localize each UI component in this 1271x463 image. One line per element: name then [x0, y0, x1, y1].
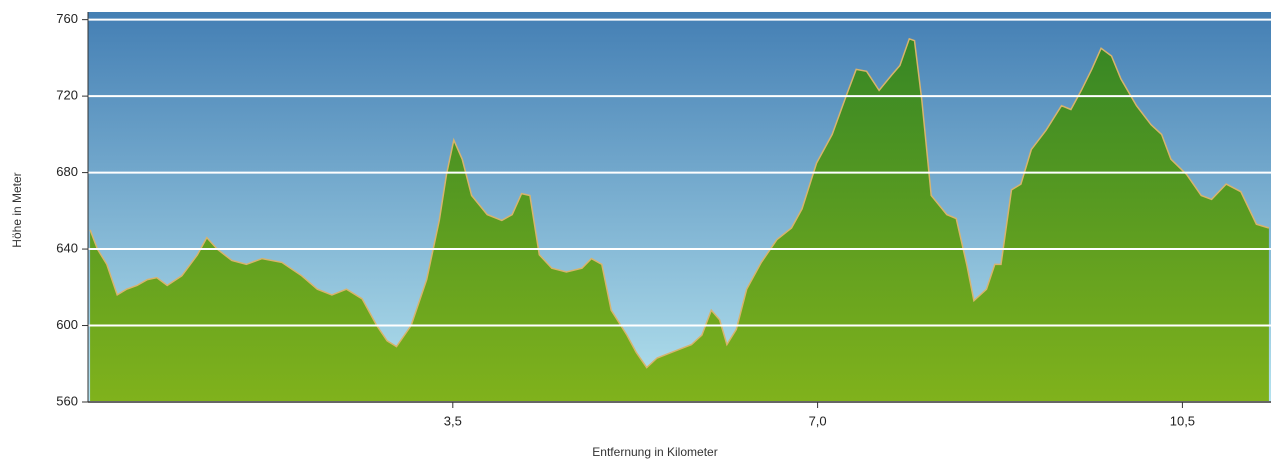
y-tick-label: 600	[56, 317, 78, 332]
x-tick-label: 7,0	[809, 413, 827, 428]
x-tick-label: 3,5	[444, 413, 462, 428]
y-tick-label: 680	[56, 164, 78, 179]
y-axis-title: Höhe in Meter	[10, 172, 24, 247]
area-line	[89, 37, 1270, 369]
y-tick-label: 760	[56, 11, 78, 26]
area-fill	[90, 38, 1269, 403]
y-tick-label: 640	[56, 240, 78, 255]
y-tick-label: 560	[56, 393, 78, 408]
y-tick-label: 720	[56, 88, 78, 103]
x-tick-label: 10,5	[1170, 413, 1195, 428]
x-axis-title: Entfernung in Kilometer	[592, 445, 717, 459]
